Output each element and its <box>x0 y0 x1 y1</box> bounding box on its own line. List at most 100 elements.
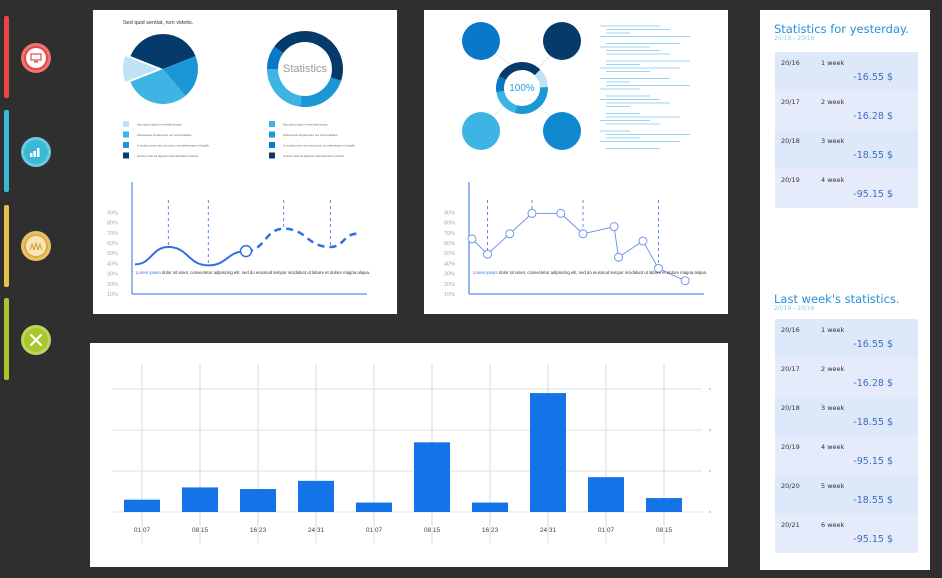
data-point <box>556 208 566 218</box>
row-value: -16.55 $ <box>853 72 893 83</box>
y-tick-label: 70% <box>444 231 455 237</box>
row-value: -16.28 $ <box>853 111 893 122</box>
legend-swatch <box>269 131 275 138</box>
table-row: 20/19 4 week -95.15 $ <box>775 436 918 475</box>
bubble <box>543 112 581 150</box>
tools-icon <box>26 330 46 350</box>
legend-item: Nam dictum ligula et venenatis tempus. <box>137 123 183 127</box>
yesterday-range: 20/19 - 20/16 <box>774 35 815 42</box>
yesterday-table: 20/16 1 week -16.55 $ 20/17 2 week -16.28 $ 20… <box>775 52 918 208</box>
note-text: Lorem ipsum dolor sit amet, consectetur … <box>473 270 707 275</box>
x-tick-label: 08 15 <box>656 527 673 534</box>
data-point <box>638 236 648 246</box>
sidebar-item-users[interactable] <box>21 231 51 261</box>
row-week: 3 week <box>821 404 845 412</box>
row-value: -95.15 $ <box>853 534 893 545</box>
pie-charts-panel: Sed quid sentiat, non videtis. Statistic… <box>93 10 397 314</box>
table-row: 20/20 5 week -18.55 $ <box>775 475 918 514</box>
center-percent: 100% <box>509 83 535 94</box>
pie-slice <box>130 69 186 104</box>
y-tick <box>709 470 711 472</box>
legend-item: Vivamus vitae elit dignissim tellus bibe… <box>137 154 199 158</box>
row-value: -18.55 $ <box>853 495 893 506</box>
y-tick-label: 60% <box>107 241 118 247</box>
note-body: dolor sit amet, consectetur adipiscing e… <box>161 270 370 275</box>
bubble <box>543 22 581 60</box>
pie-slice <box>514 87 548 114</box>
row-week: 2 week <box>821 365 845 373</box>
statistics-sidebar: Statistics for yesterday. 20/19 - 20/16 … <box>760 10 930 570</box>
table-row: 20/18 3 week -18.55 $ <box>775 130 918 169</box>
y-tick-label: 90% <box>444 210 455 216</box>
x-tick-label: 24 31 <box>540 527 557 534</box>
y-tick-label: 40% <box>107 261 118 267</box>
data-marker <box>239 244 253 258</box>
row-week: 4 week <box>821 443 845 451</box>
row-date: 20/20 <box>781 482 800 490</box>
y-tick-label: 20% <box>107 282 118 288</box>
y-tick-label: 80% <box>107 221 118 227</box>
data-point <box>505 229 515 239</box>
bubble <box>462 112 500 150</box>
legend-item: Vivamus vitae elit dignissim tellus bibe… <box>283 154 345 158</box>
sidebar-item-monitor[interactable] <box>21 43 51 73</box>
note-highlight: Lorem ipsum <box>473 270 498 275</box>
y-tick-label: 30% <box>107 272 118 278</box>
legend-item: Pellentesque fringilla quam nec viverra … <box>137 133 192 137</box>
row-value: -16.28 $ <box>853 378 893 389</box>
row-value: -16.55 $ <box>853 339 893 350</box>
pie-slice <box>163 56 198 96</box>
x-tick-label: 08 15 <box>192 527 209 534</box>
legend-item: In tincidunt lorem vel urna cursus, nec … <box>137 144 210 148</box>
data-point <box>483 249 493 259</box>
data-point <box>578 229 588 239</box>
x-tick-label: 01 07 <box>366 527 383 534</box>
y-tick-label: 30% <box>444 272 455 278</box>
row-week: 3 week <box>821 137 845 145</box>
last-week-table: 20/16 1 week -16.55 $20/17 2 week -16.28 $20… <box>775 319 918 553</box>
legend-swatch <box>123 121 129 127</box>
pie-slice <box>534 69 548 88</box>
x-tick-label: 01 07 <box>598 527 615 534</box>
y-tick-label: 80% <box>444 221 455 227</box>
row-week: 4 week <box>821 176 845 184</box>
table-row: 20/17 2 week -16.28 $ <box>775 358 918 397</box>
row-week: 1 week <box>821 59 845 67</box>
legend-swatch <box>269 121 275 127</box>
pie-slice <box>123 56 158 82</box>
row-date: 20/17 <box>781 98 800 106</box>
row-date: 20/18 <box>781 137 800 145</box>
bar-chart-icon <box>26 142 46 162</box>
sidebar-strip <box>4 298 9 380</box>
note-body: dolor sit amet, consectetur adipiscing e… <box>498 270 707 275</box>
sidebar-item-statistics[interactable] <box>21 137 51 167</box>
note-text: Lorem ipsum dolor sit amet, consectetur … <box>136 270 370 275</box>
row-value: -18.55 $ <box>853 417 893 428</box>
data-point <box>527 208 537 218</box>
x-tick-label: 01 07 <box>134 527 151 534</box>
code-text-block <box>600 25 690 149</box>
legend-swatch <box>269 152 275 159</box>
donut-chart <box>267 30 343 107</box>
monitor-icon <box>26 48 46 68</box>
sidebar-strip <box>4 205 9 287</box>
row-date: 20/21 <box>781 521 800 529</box>
bubble-diagram: 100% <box>462 22 581 150</box>
row-date: 20/16 <box>781 59 800 67</box>
row-week: 6 week <box>821 521 845 529</box>
legend-item: Pellentesque fringilla quam nec viverra … <box>283 133 338 137</box>
bubble <box>462 22 500 60</box>
legend-swatch <box>269 142 275 148</box>
row-week: 2 week <box>821 98 845 106</box>
pie-slice <box>496 76 506 93</box>
sidebar-item-tools[interactable] <box>21 325 51 355</box>
bar <box>588 477 624 512</box>
row-week: 1 week <box>821 326 845 334</box>
pie-slice <box>130 34 196 69</box>
pie-slice <box>498 61 541 80</box>
data-point <box>467 234 477 244</box>
y-tick-label: 90% <box>107 210 118 216</box>
y-tick-label: 50% <box>444 251 455 257</box>
row-week: 5 week <box>821 482 845 490</box>
data-point <box>653 263 663 273</box>
